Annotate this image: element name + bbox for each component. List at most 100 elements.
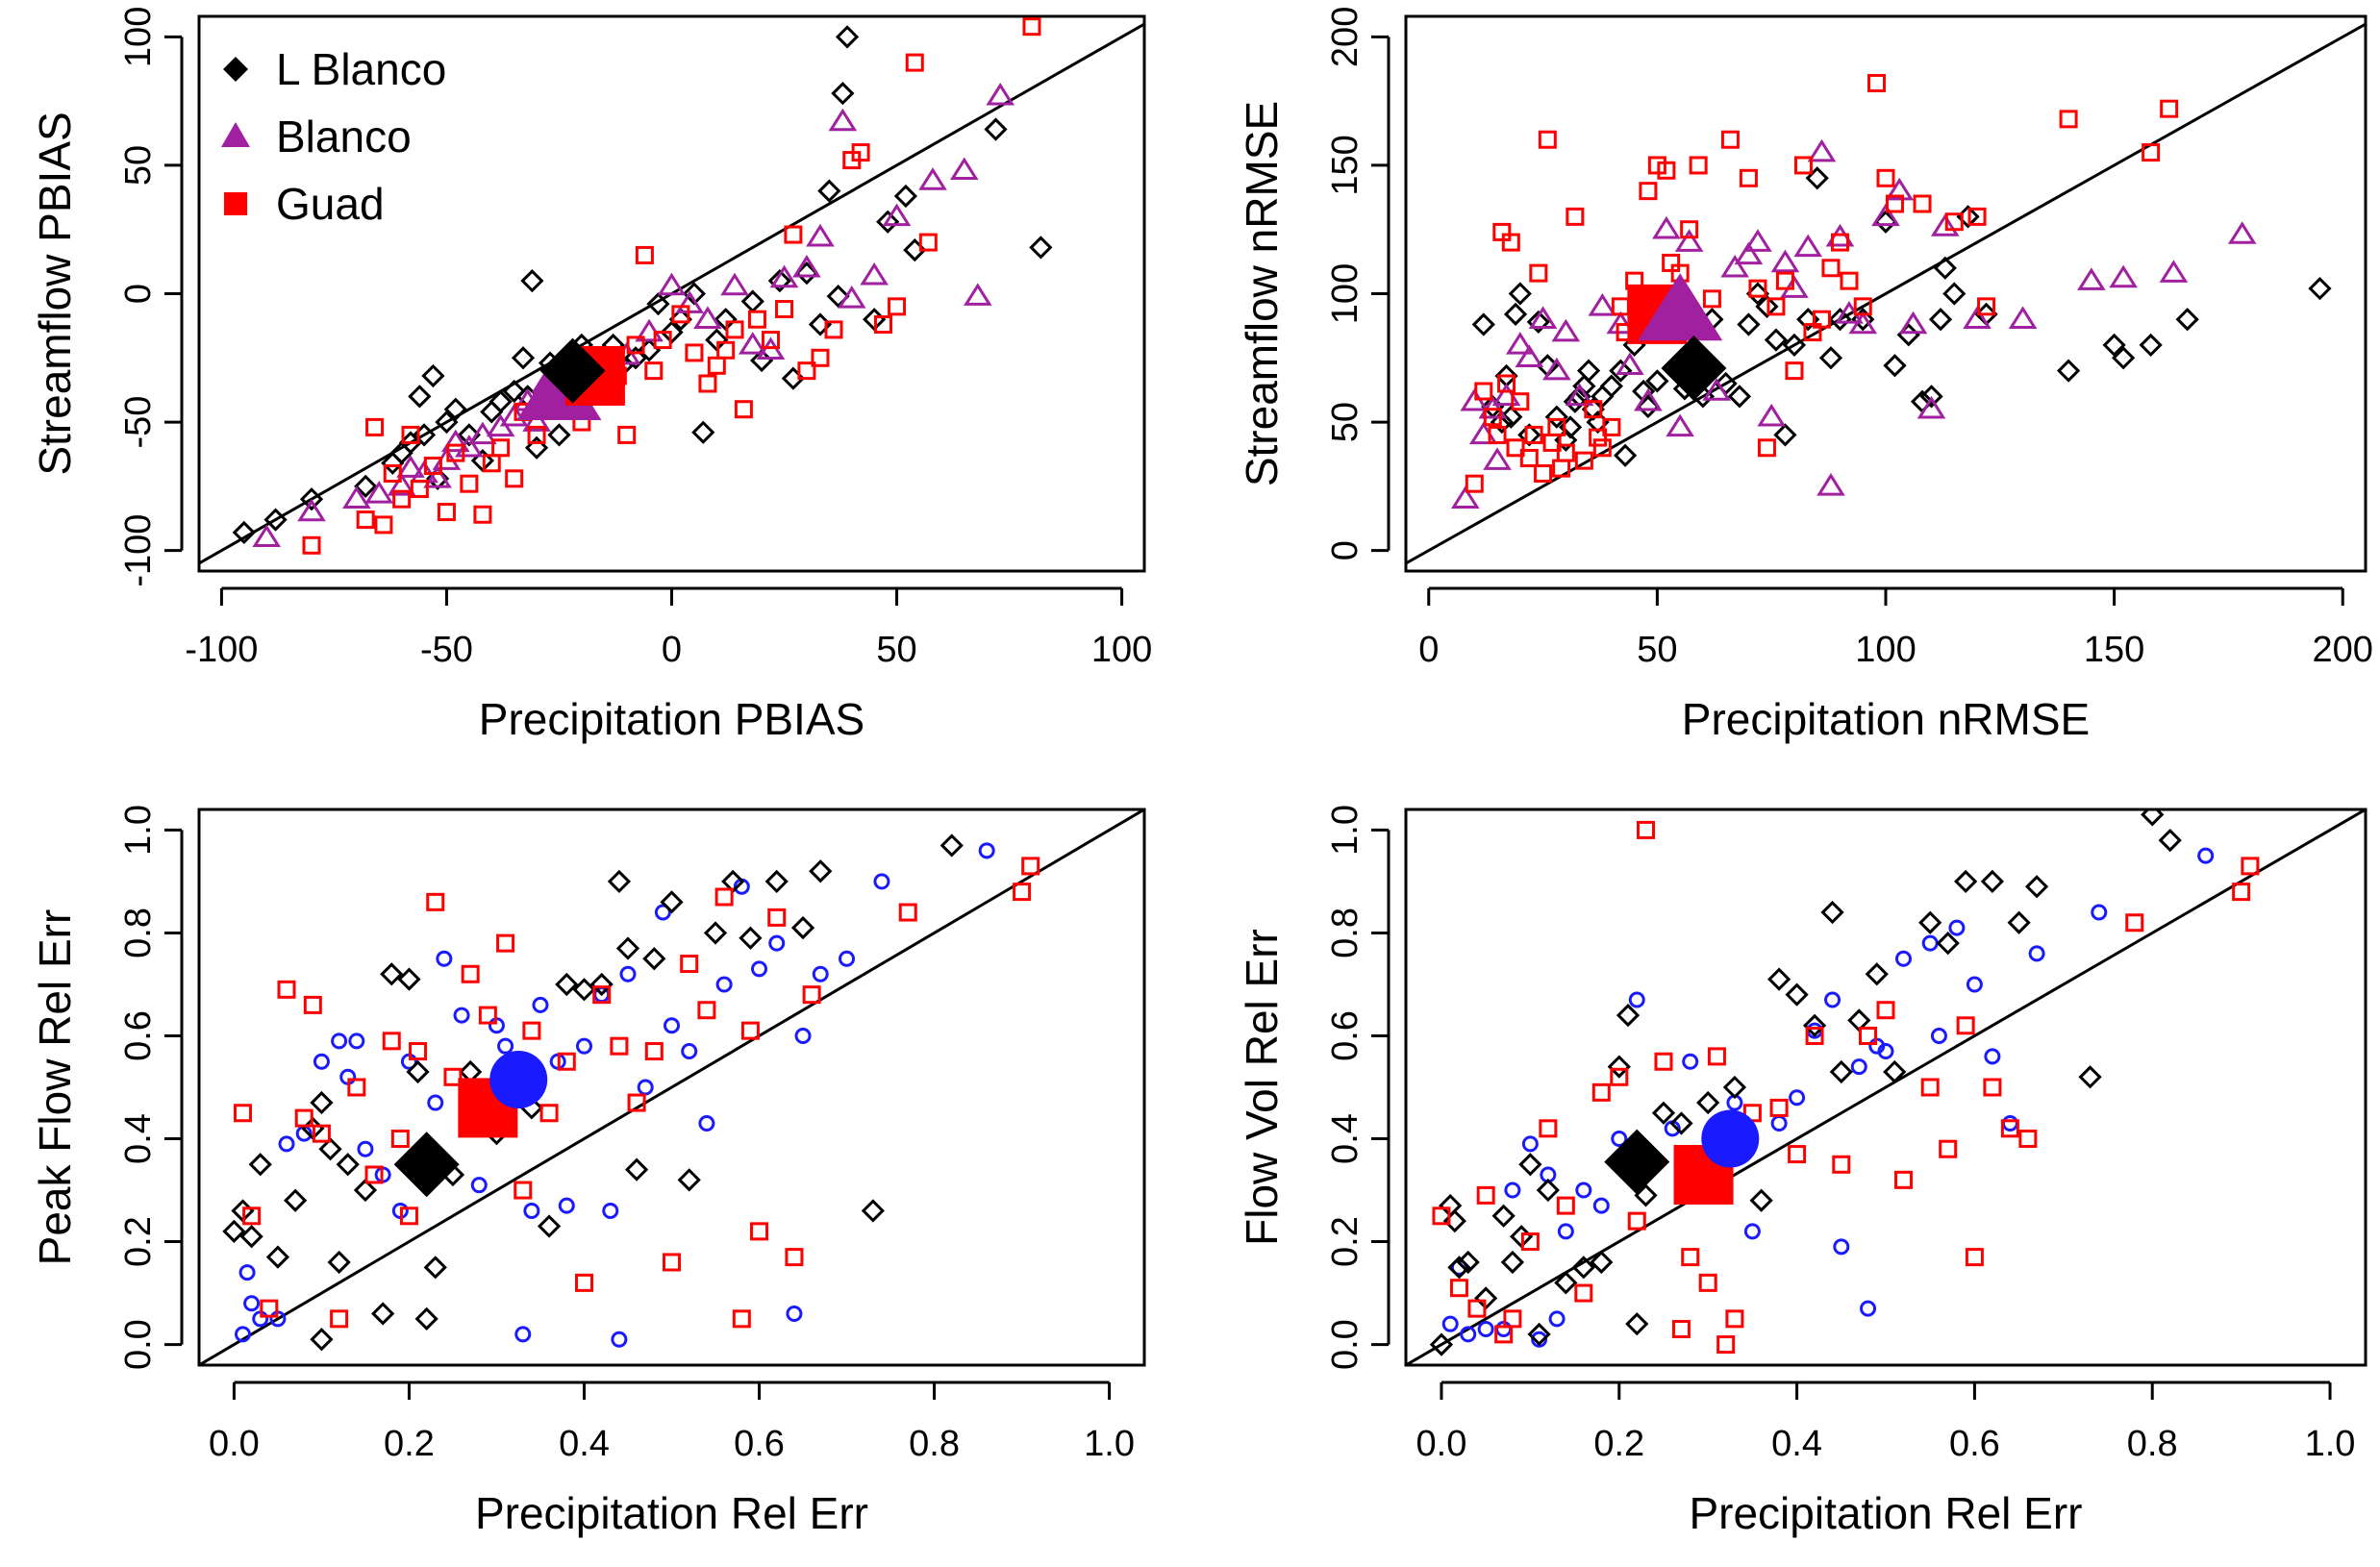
point-blue-mean bbox=[1701, 1109, 1760, 1168]
point-blanco bbox=[949, 157, 979, 181]
point-blue bbox=[427, 1094, 444, 1111]
point-guad bbox=[1840, 271, 1859, 290]
y-tick-label: 0.8 bbox=[1325, 908, 1365, 958]
point-l-blanco bbox=[414, 1306, 438, 1331]
point-guad bbox=[1965, 1248, 1984, 1267]
point-blue bbox=[611, 1331, 628, 1348]
point-blue bbox=[715, 976, 733, 993]
point-l-blanco bbox=[1429, 1332, 1454, 1356]
point-blue bbox=[2197, 847, 2215, 864]
y-tick-label: 150 bbox=[1325, 135, 1365, 195]
point-guad bbox=[527, 425, 546, 444]
point-l-blanco bbox=[767, 269, 791, 293]
point-blue bbox=[235, 1326, 252, 1343]
y-axis-label: Peak Flow Rel Err bbox=[30, 909, 80, 1266]
point-l-blanco bbox=[524, 435, 549, 460]
point-guad bbox=[392, 489, 412, 509]
point-blue bbox=[1504, 1181, 1521, 1199]
point-blue bbox=[1894, 950, 1912, 967]
point-blanco bbox=[2109, 264, 2138, 288]
y-tick-label: 1.0 bbox=[1325, 805, 1365, 856]
x-tick-label: 0.0 bbox=[209, 1424, 260, 1464]
point-guad bbox=[1021, 857, 1040, 876]
point-l-blanco bbox=[589, 972, 614, 997]
point-blue bbox=[794, 1027, 812, 1044]
point-blue bbox=[1824, 991, 1841, 1008]
point-guad bbox=[1785, 361, 1804, 381]
point-blue bbox=[664, 1017, 680, 1034]
y-tick-label: 0.0 bbox=[118, 1319, 159, 1370]
point-guad bbox=[2018, 1130, 2038, 1149]
point-blanco bbox=[837, 286, 866, 309]
x-tick-label: 0 bbox=[662, 630, 682, 670]
point-blanco bbox=[1674, 229, 1704, 252]
point-l-blanco bbox=[1500, 1250, 1525, 1275]
point-guad bbox=[1725, 1309, 1744, 1329]
point-guad bbox=[1584, 400, 1603, 419]
point-blanco-mean bbox=[1638, 273, 1723, 341]
point-guad bbox=[653, 331, 672, 350]
point-guad bbox=[1886, 194, 1905, 213]
point-guad bbox=[644, 361, 664, 381]
point-l-blanco bbox=[380, 962, 404, 986]
point-guad bbox=[851, 143, 870, 162]
point-l-blanco bbox=[572, 978, 596, 1002]
point-l-blanco bbox=[876, 210, 900, 234]
legend-item-blanco: Blanco bbox=[221, 112, 412, 162]
point-guad bbox=[1610, 1067, 1629, 1086]
x-axis-label: Precipitation Rel Err bbox=[1689, 1488, 2082, 1538]
point-guad bbox=[1956, 1016, 1975, 1035]
legend-square-icon bbox=[224, 192, 247, 215]
point-guad bbox=[1511, 392, 1530, 411]
point-guad bbox=[312, 1124, 331, 1143]
point-l-blanco bbox=[2112, 346, 2136, 370]
point-guad bbox=[797, 361, 816, 381]
point-guad bbox=[1716, 1335, 1736, 1355]
point-l-blanco bbox=[489, 389, 513, 413]
point-l-blanco bbox=[1471, 312, 1495, 336]
point-guad bbox=[1547, 417, 1566, 436]
point-blanco bbox=[1734, 241, 1764, 265]
point-blanco bbox=[1652, 215, 1681, 239]
point-blanco bbox=[963, 283, 992, 306]
point-l-blanco bbox=[1554, 1271, 1578, 1295]
point-l-blanco bbox=[336, 1153, 360, 1177]
point-guad bbox=[663, 1253, 681, 1272]
point-blue bbox=[436, 950, 453, 967]
point-l-blanco bbox=[764, 869, 789, 894]
point-blanco bbox=[1720, 254, 1749, 278]
point-blanco bbox=[423, 465, 452, 488]
point-blanco bbox=[1963, 306, 1992, 329]
point-l-blanco bbox=[1517, 423, 1541, 447]
point-guad bbox=[1977, 297, 1996, 316]
point-l-blanco bbox=[615, 936, 640, 960]
y-tick-label: 0.4 bbox=[1325, 1113, 1365, 1164]
point-guad bbox=[491, 438, 511, 458]
point-l-blanco bbox=[1536, 1178, 1560, 1203]
point-guad bbox=[784, 225, 803, 244]
point-l-blanco bbox=[835, 25, 860, 49]
point-l-blanco bbox=[406, 1059, 430, 1084]
point-guad bbox=[1476, 1185, 1495, 1205]
point-l-blanco bbox=[809, 859, 833, 883]
point-guad bbox=[234, 1104, 253, 1123]
point-l-blanco bbox=[1919, 385, 1943, 409]
x-tick-label: 1.0 bbox=[2305, 1424, 2356, 1464]
x-tick-label: 50 bbox=[1637, 630, 1677, 670]
point-guad bbox=[390, 1130, 410, 1149]
point-blanco bbox=[1528, 306, 1558, 329]
point-guad bbox=[1524, 425, 1543, 444]
y-tick-label: 100 bbox=[118, 7, 159, 67]
point-l-blanco bbox=[1980, 869, 2005, 894]
point-guad bbox=[505, 469, 524, 488]
point-guad bbox=[461, 964, 480, 983]
point-blue bbox=[1628, 991, 1645, 1008]
point-l-blanco bbox=[826, 285, 850, 309]
point-blanco bbox=[342, 485, 371, 509]
point-guad bbox=[1707, 1047, 1726, 1066]
point-l-blanco bbox=[1829, 1059, 1853, 1084]
point-guad bbox=[1639, 182, 1658, 201]
point-l-blanco bbox=[1499, 405, 1523, 429]
point-blue bbox=[470, 1177, 488, 1194]
x-tick-label: 150 bbox=[2084, 630, 2144, 670]
